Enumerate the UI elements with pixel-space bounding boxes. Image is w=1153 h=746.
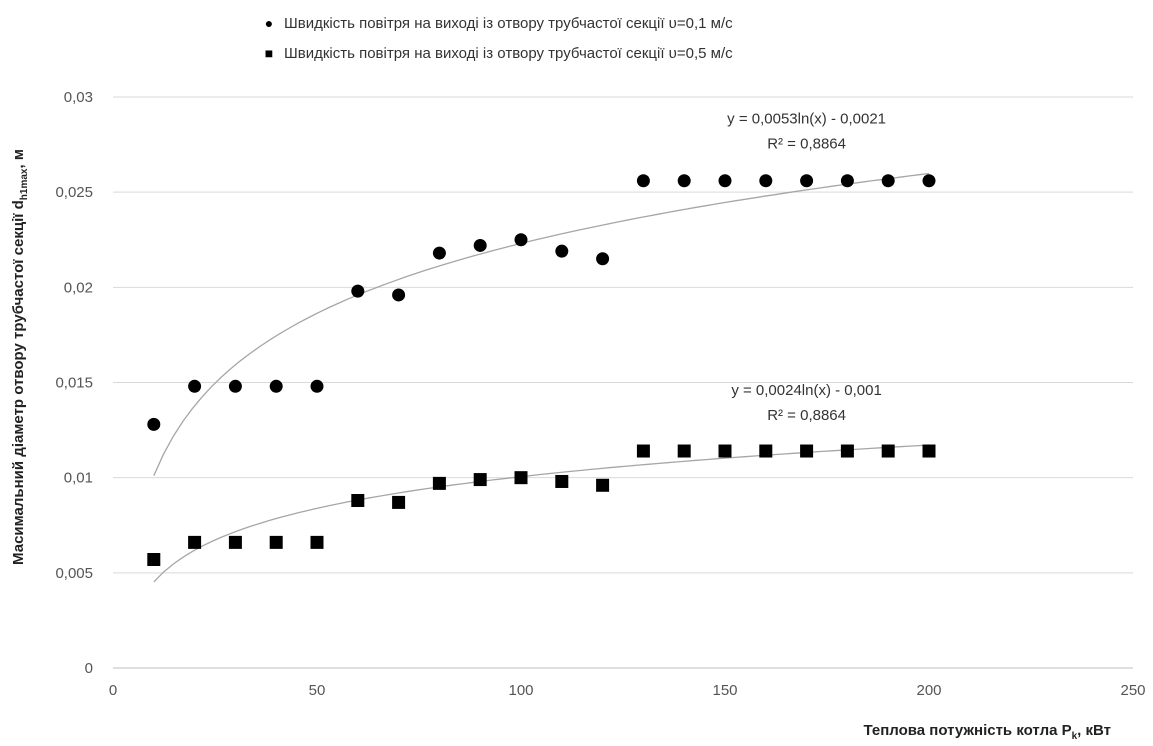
legend-item-series-2: ■ Швидкість повітря на виході із отвору … — [262, 38, 733, 68]
legend-label-series-1: Швидкість повітря на виході із отвору тр… — [284, 14, 733, 32]
x-tick-label: 150 — [712, 682, 737, 699]
point-circle — [840, 174, 854, 188]
point-circle — [596, 252, 610, 266]
y-tick-label: 0,025 — [55, 184, 93, 201]
gridlines — [113, 96, 1133, 669]
x-tick-label: 250 — [1120, 682, 1145, 699]
point-square — [432, 476, 446, 490]
point-circle — [147, 417, 161, 431]
point-square — [514, 471, 528, 485]
point-square — [922, 444, 936, 458]
y-tick-label: 0,015 — [55, 375, 93, 392]
point-circle — [351, 284, 365, 298]
point-square — [840, 444, 854, 458]
point-square — [269, 535, 283, 549]
trendline-equation-1: y = 0,0053ln(x) - 0,0021 — [727, 110, 886, 127]
point-circle — [555, 244, 569, 258]
point-circle — [718, 174, 732, 188]
y-tick-label: 0,005 — [55, 565, 93, 582]
point-circle — [881, 174, 895, 188]
y-tick-label: 0,01 — [64, 470, 93, 487]
point-circle — [269, 379, 283, 393]
point-square — [881, 444, 895, 458]
point-square — [351, 494, 365, 508]
y-tick-label: 0,03 — [64, 89, 93, 106]
trendline-series-1 — [153, 172, 930, 476]
chart-legend: ● Швидкість повітря на виході із отвору … — [262, 8, 733, 68]
trendline-equations: y = 0,0053ln(x) - 0,0021 R² = 0,8864 y = 0… — [727, 110, 886, 424]
y-tick-label: 0 — [85, 660, 93, 677]
y-axis-label: Масимальний діаметр отвору трубчастої се… — [10, 149, 30, 565]
point-square — [147, 553, 161, 567]
legend-square-marker: ■ — [264, 45, 274, 61]
x-tick-label: 0 — [109, 682, 117, 699]
point-square — [636, 444, 650, 458]
point-circle — [922, 174, 936, 188]
point-circle — [800, 174, 814, 188]
x-axis-ticks: 0 50 100 150 200 250 — [109, 682, 1146, 699]
point-square — [596, 478, 610, 492]
x-tick-label: 200 — [916, 682, 941, 699]
trendline-equation-2: y = 0,0024ln(x) - 0,001 — [731, 382, 882, 399]
point-circle — [228, 379, 242, 393]
trendline-r2-2: R² = 0,8864 — [767, 407, 846, 424]
y-axis-ticks: 0 0,005 0,01 0,015 0,02 0,025 0,03 — [55, 89, 93, 677]
point-circle — [473, 238, 487, 252]
data-points — [147, 174, 936, 567]
x-tick-label: 50 — [309, 682, 326, 699]
point-circle — [759, 174, 773, 188]
point-circle — [310, 379, 324, 393]
point-square — [228, 535, 242, 549]
x-axis-label: Теплова потужність котла Pk, кВт — [863, 722, 1111, 742]
legend-circle-marker: ● — [264, 15, 274, 31]
point-square — [718, 444, 732, 458]
point-circle — [636, 174, 650, 188]
trendlines — [153, 172, 930, 583]
y-tick-label: 0,02 — [64, 279, 93, 296]
trendline-r2-1: R² = 0,8864 — [767, 135, 846, 152]
trendline-series-2 — [153, 444, 930, 583]
point-square — [392, 495, 406, 509]
legend-item-series-1: ● Швидкість повітря на виході із отвору … — [262, 8, 733, 38]
point-square — [310, 535, 324, 549]
point-square — [188, 535, 202, 549]
legend-label-series-2: Швидкість повітря на виході із отвору тр… — [284, 44, 733, 62]
point-square — [800, 444, 814, 458]
x-tick-label: 100 — [508, 682, 533, 699]
point-circle — [392, 288, 406, 302]
point-square — [555, 474, 569, 488]
point-circle — [188, 379, 202, 393]
point-square — [473, 473, 487, 487]
point-circle — [677, 174, 691, 188]
point-square — [759, 444, 773, 458]
point-circle — [514, 233, 528, 247]
point-circle — [432, 246, 446, 260]
point-square — [677, 444, 691, 458]
